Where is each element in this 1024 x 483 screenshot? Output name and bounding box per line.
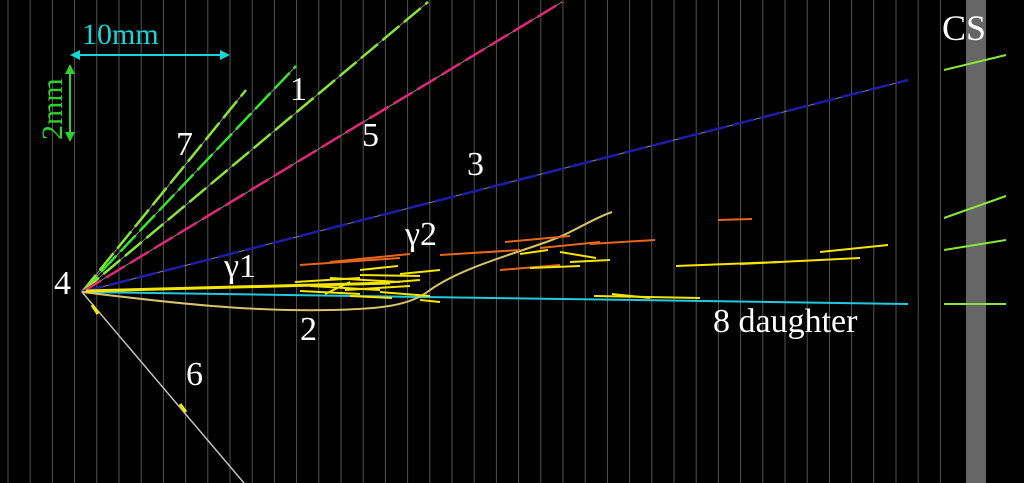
shower-segment (717, 218, 753, 221)
shower-segment (359, 274, 421, 277)
track-3 (81, 78, 909, 294)
shower-segment (299, 257, 401, 266)
shower-segment (529, 265, 581, 269)
track-label-7: 7 (176, 126, 193, 163)
track-7 (81, 89, 247, 293)
cs-segment (943, 239, 1007, 251)
gamma2-label: γ2 (404, 216, 437, 253)
scale-bar-horizontal: 10mm (70, 18, 230, 60)
shower-segment (349, 295, 393, 299)
track-6-segment (90, 304, 100, 315)
cs-label: CS (942, 8, 986, 48)
daughter-label: 8 daughter (713, 303, 858, 340)
vertex-label-4: 4 (54, 265, 71, 302)
shower-segment (329, 277, 401, 283)
track-label-3: 3 (467, 146, 484, 183)
electromagnetic-shower-segments (294, 218, 889, 303)
shower-segment (399, 269, 441, 275)
gamma1-label: γ1 (223, 248, 256, 285)
shower-segment (369, 279, 421, 285)
shower-segment (359, 265, 399, 271)
cs-sheet-band (966, 0, 986, 483)
track-label-1: 1 (290, 71, 307, 108)
scale-bar-vertical: 2mm (36, 64, 75, 142)
cs-segment (943, 195, 1007, 219)
gamma1-track (85, 281, 391, 293)
scale-label-horizontal: 10mm (82, 18, 159, 51)
shower-segment (344, 285, 411, 291)
shower-segment (329, 253, 411, 263)
track-5 (81, 0, 563, 294)
shower-segment (439, 249, 521, 256)
shower-segment (611, 293, 651, 299)
cs-track-segments (943, 54, 1007, 305)
cs-segment (943, 54, 1007, 71)
track-7-upper (81, 1, 429, 293)
track-1 (81, 65, 297, 293)
shower-segment (589, 239, 656, 245)
track-label-6: 6 (186, 356, 203, 393)
track-6-segment (178, 403, 188, 413)
shower-segment (559, 251, 597, 259)
shower-segment (379, 291, 431, 297)
track-2 (81, 211, 613, 312)
shower-segment (504, 235, 571, 243)
shower-segment (819, 244, 889, 253)
particle-tracks (81, 0, 909, 483)
track-label-5: 5 (362, 117, 379, 154)
shower-segment (739, 257, 861, 265)
shower-segment (569, 259, 611, 263)
emulsion-plate-lines (7, 0, 941, 483)
track-label-2: 2 (300, 311, 317, 348)
track-8-daughter (81, 291, 909, 305)
shower-segment (419, 299, 441, 303)
shower-segment (324, 281, 351, 295)
shower-segment (539, 241, 601, 249)
shower-segment (519, 249, 549, 255)
track-6 (81, 291, 245, 483)
scale-label-vertical: 2mm (36, 78, 69, 140)
